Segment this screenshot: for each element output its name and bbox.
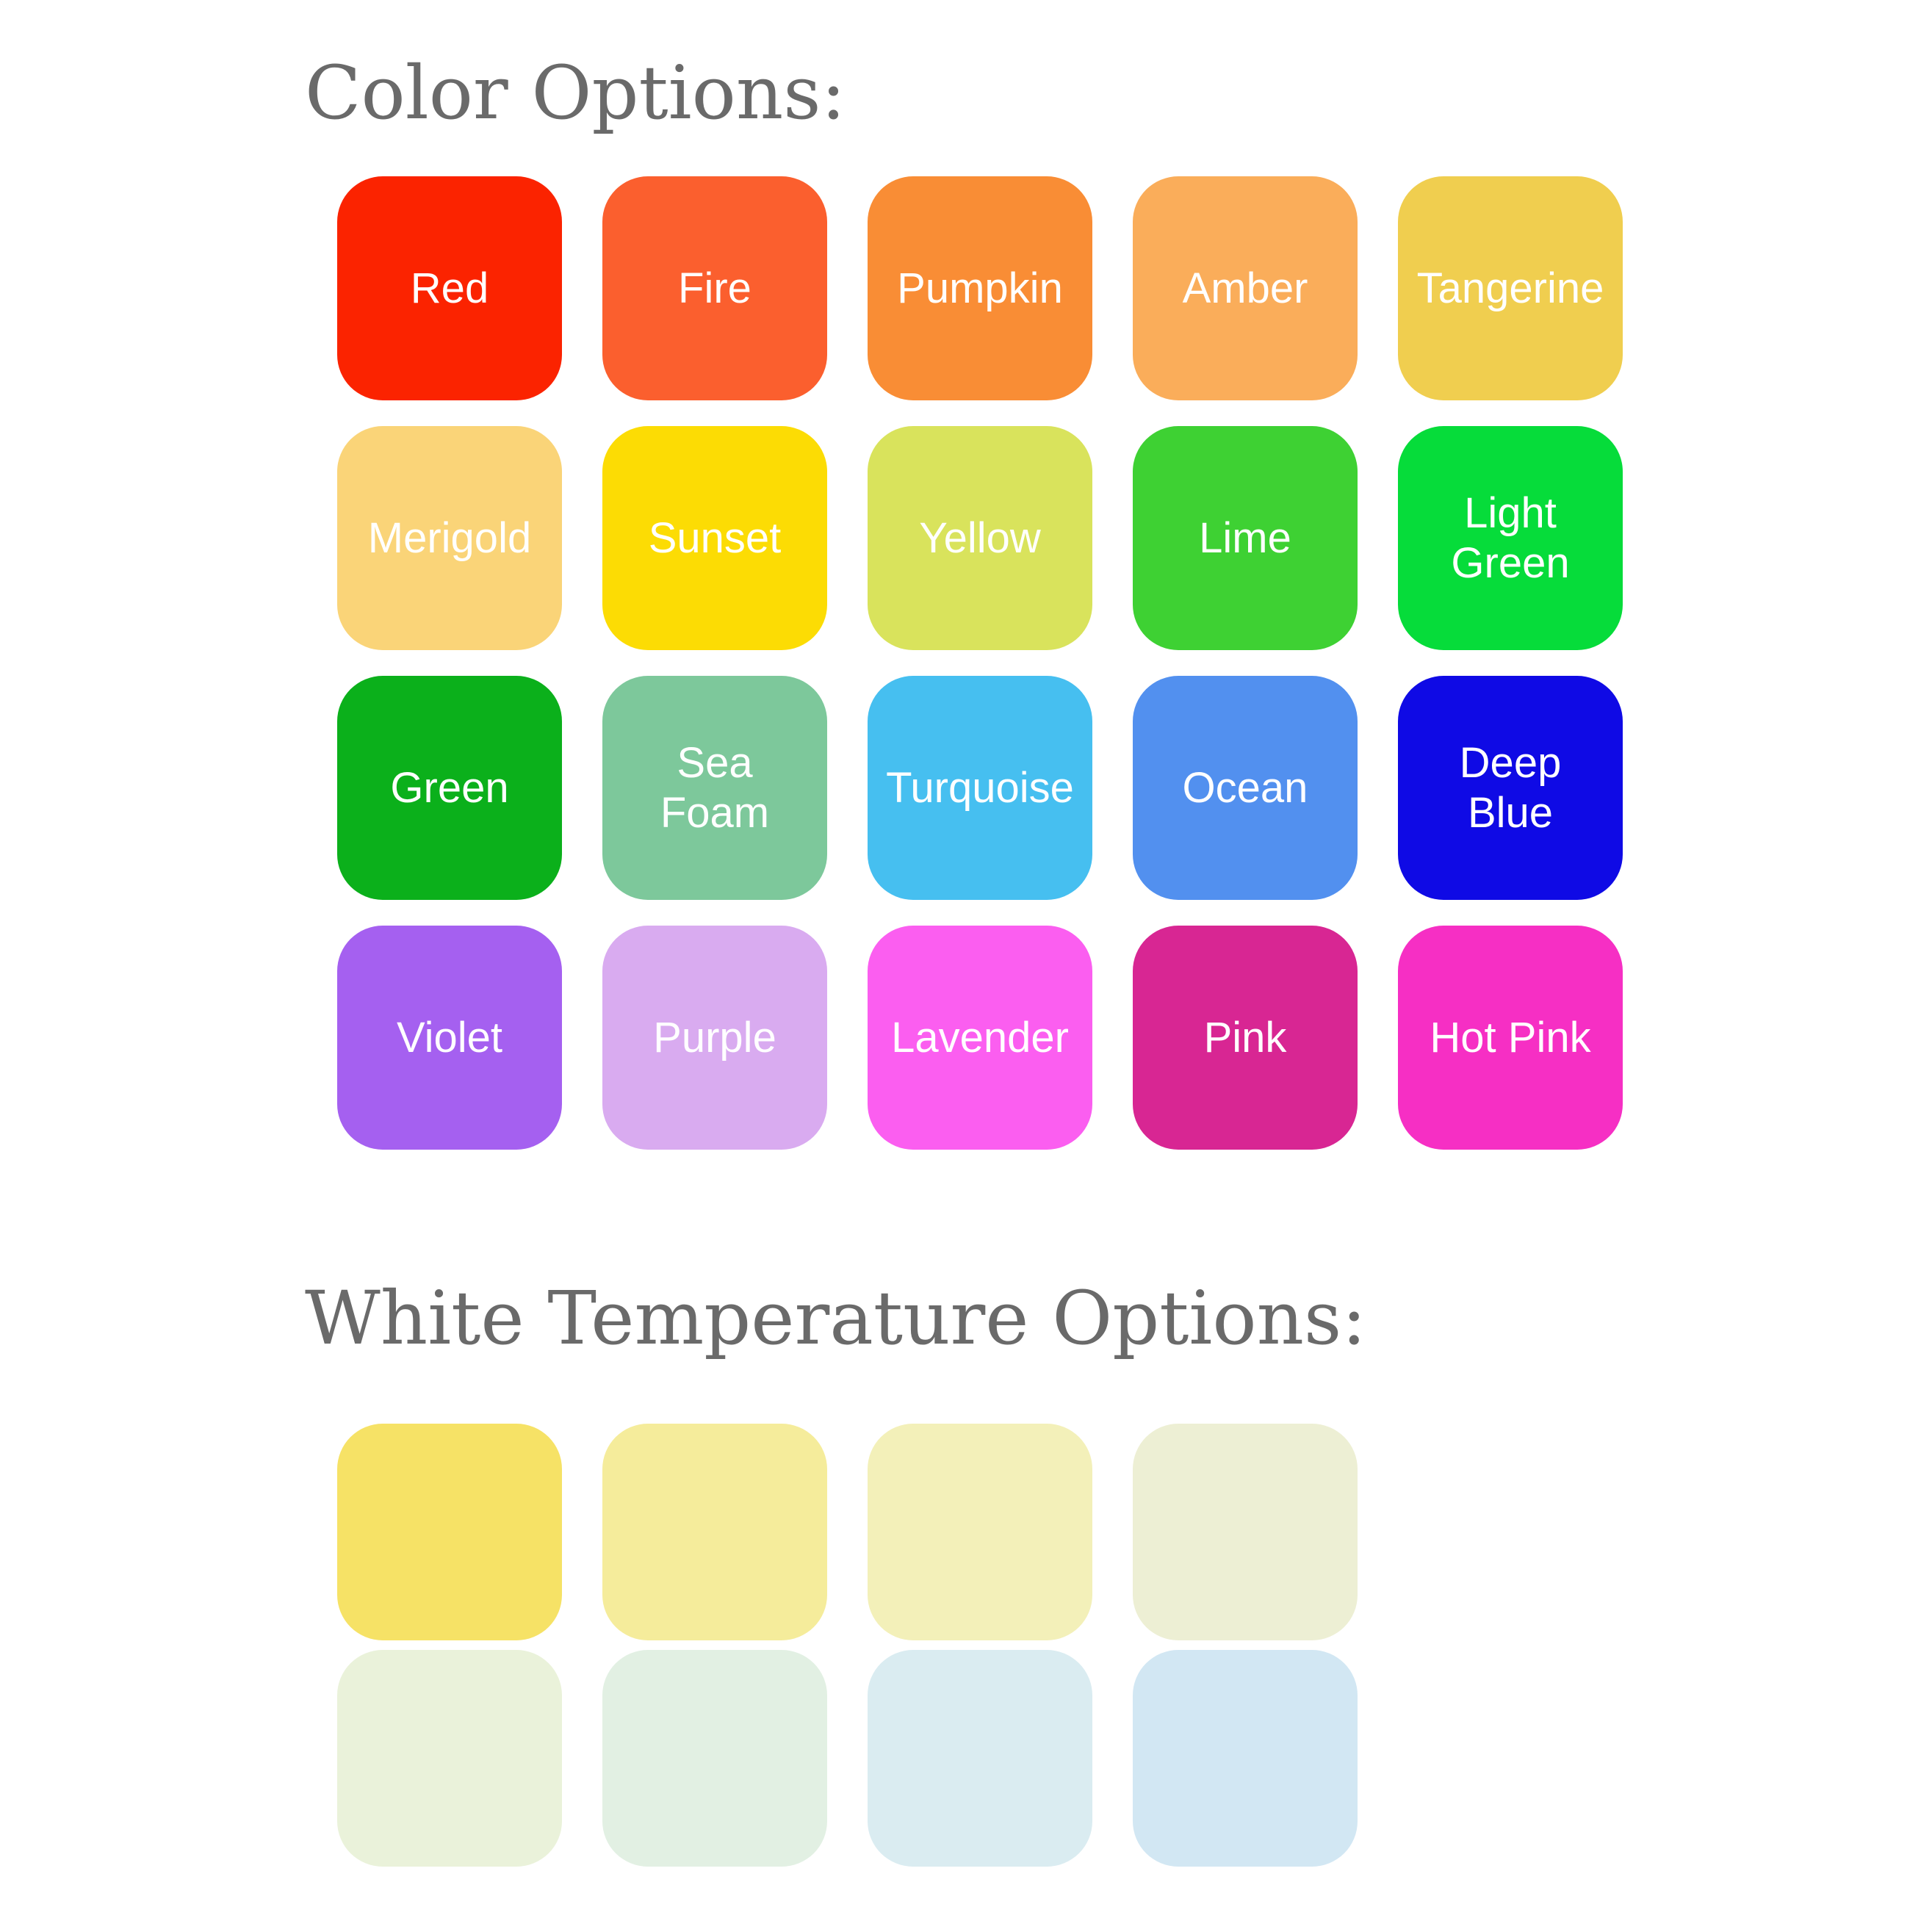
color-tile-violet[interactable]: Violet [337, 926, 562, 1150]
white-temperature-heading: White Temperature Options: [305, 1275, 1367, 1361]
white-tile-1[interactable] [337, 1424, 562, 1640]
color-tile-light-green[interactable]: Light Green [1398, 426, 1623, 650]
white-tile-7[interactable] [868, 1650, 1092, 1867]
color-tile-yellow[interactable]: Yellow [868, 426, 1092, 650]
color-tile-fire[interactable]: Fire [602, 176, 827, 400]
white-tile-5[interactable] [337, 1650, 562, 1867]
color-tile-green[interactable]: Green [337, 676, 562, 900]
color-tile-red[interactable]: Red [337, 176, 562, 400]
color-tile-pink[interactable]: Pink [1133, 926, 1358, 1150]
color-options-heading: Color Options: [305, 50, 846, 136]
color-tile-tangerine[interactable]: Tangerine [1398, 176, 1623, 400]
white-tile-3[interactable] [868, 1424, 1092, 1640]
color-tile-deep-blue[interactable]: Deep Blue [1398, 676, 1623, 900]
color-tile-sunset[interactable]: Sunset [602, 426, 827, 650]
color-tile-hot-pink[interactable]: Hot Pink [1398, 926, 1623, 1150]
color-tile-turquoise[interactable]: Turquoise [868, 676, 1092, 900]
color-tile-pumpkin[interactable]: Pumpkin [868, 176, 1092, 400]
color-tile-amber[interactable]: Amber [1133, 176, 1358, 400]
white-temperature-grid [337, 1424, 1358, 1867]
color-tile-sea-foam[interactable]: Sea Foam [602, 676, 827, 900]
color-tile-lime[interactable]: Lime [1133, 426, 1358, 650]
color-tile-merigold[interactable]: Merigold [337, 426, 562, 650]
white-tile-8[interactable] [1133, 1650, 1358, 1867]
color-options-grid: Red Fire Pumpkin Amber Tangerine Merigold Suns… [337, 176, 1623, 1150]
white-tile-2[interactable] [602, 1424, 827, 1640]
color-tile-purple[interactable]: Purple [602, 926, 827, 1150]
white-tile-4[interactable] [1133, 1424, 1358, 1640]
color-tile-lavender[interactable]: Lavender [868, 926, 1092, 1150]
color-tile-ocean[interactable]: Ocean [1133, 676, 1358, 900]
white-tile-6[interactable] [602, 1650, 827, 1867]
